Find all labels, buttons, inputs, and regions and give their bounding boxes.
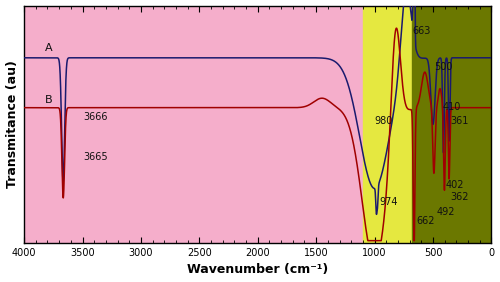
X-axis label: Wavenumber (cm⁻¹): Wavenumber (cm⁻¹)	[187, 263, 328, 276]
Text: 402: 402	[446, 180, 464, 190]
Bar	[24, 6, 363, 243]
Text: 410: 410	[443, 102, 462, 112]
Bar	[363, 6, 412, 243]
Text: 361: 361	[450, 116, 468, 126]
Text: 492: 492	[437, 206, 456, 217]
Text: 980: 980	[374, 116, 392, 126]
Y-axis label: Transmitance (au): Transmitance (au)	[6, 60, 18, 188]
Bar	[412, 6, 492, 243]
Text: 362: 362	[450, 192, 469, 202]
Text: 500: 500	[434, 62, 452, 72]
Text: 3666: 3666	[84, 112, 108, 122]
Text: 3665: 3665	[84, 152, 108, 162]
Text: B: B	[45, 95, 53, 105]
Text: 662: 662	[416, 216, 435, 226]
Text: 974: 974	[379, 197, 398, 207]
Text: 663: 663	[412, 26, 431, 36]
Text: A: A	[45, 43, 53, 53]
